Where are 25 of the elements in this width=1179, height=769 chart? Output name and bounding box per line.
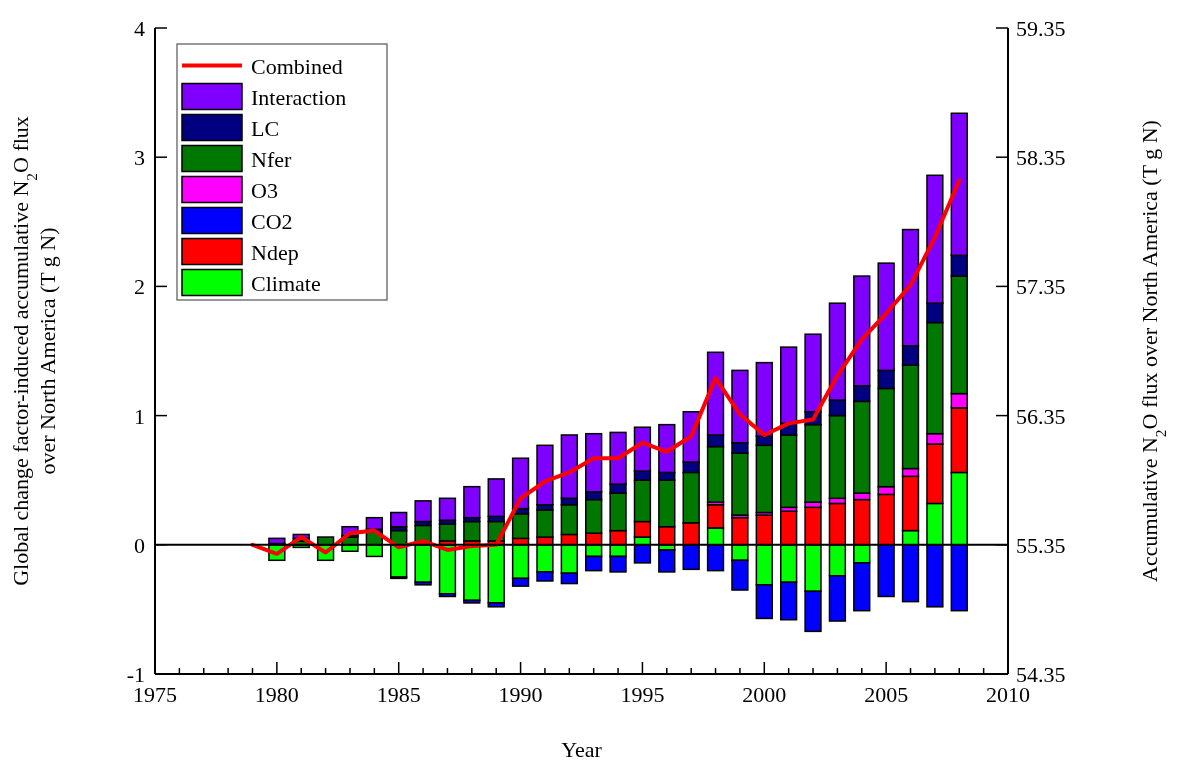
x-tick-label: 1980	[254, 682, 299, 707]
y-tick-label: 1	[134, 403, 145, 429]
x-tick-label: 2005	[864, 682, 909, 707]
legend-label: Climate	[251, 270, 321, 296]
legend-label: Nfer	[251, 146, 292, 172]
x-tick-label: 1985	[376, 682, 421, 707]
x-axis-title: Year	[561, 737, 603, 762]
y-tick-label: 3	[134, 145, 145, 171]
legend-label: LC	[251, 115, 280, 141]
y2-tick-label: 56.35	[1016, 403, 1066, 429]
y2-tick-label: 59.35	[1016, 16, 1066, 41]
x-tick-label: 2000	[742, 682, 787, 707]
legend-label: O3	[251, 177, 278, 203]
legend-label: Combined	[251, 53, 343, 79]
x-tick-label: 1995	[620, 682, 665, 707]
legend-label: CO2	[251, 208, 293, 234]
y2-tick-label: 57.35	[1016, 274, 1066, 300]
x-tick-label: 1990	[498, 682, 543, 707]
y-tick-label: 4	[134, 16, 145, 41]
y-tick-label: 2	[134, 274, 145, 300]
y-tick-label: 0	[134, 532, 145, 558]
y2-tick-label: 55.35	[1016, 532, 1066, 558]
y2-tick-label: 58.35	[1016, 145, 1066, 171]
legend-label: Ndep	[251, 239, 299, 265]
legend-label: Interaction	[251, 84, 347, 110]
